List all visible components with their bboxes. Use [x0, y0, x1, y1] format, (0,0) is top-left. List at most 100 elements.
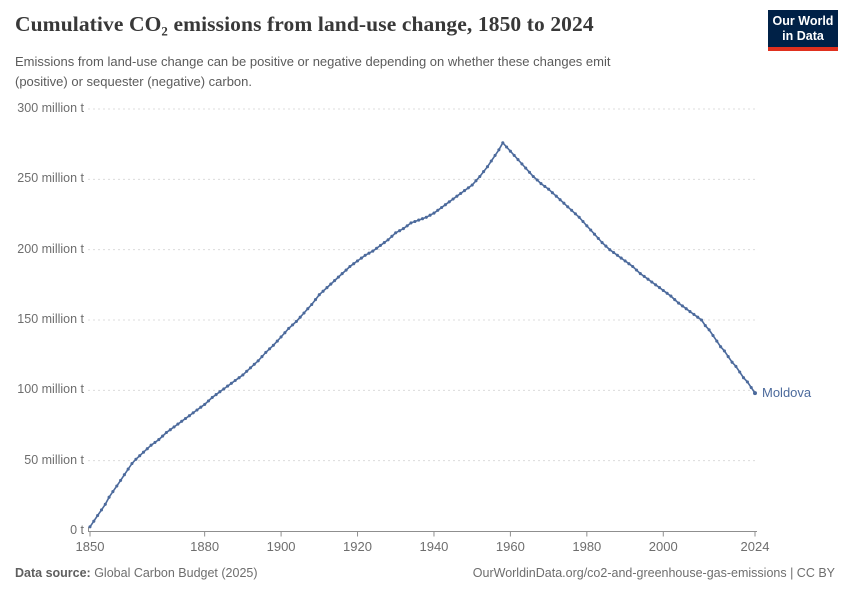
moldova-data-point[interactable]: [398, 229, 402, 233]
moldova-data-point[interactable]: [378, 243, 383, 247]
moldova-data-point[interactable]: [268, 347, 272, 351]
moldova-data-point[interactable]: [291, 323, 295, 327]
moldova-data-point[interactable]: [482, 170, 486, 174]
moldova-data-point[interactable]: [298, 315, 302, 319]
moldova-data-point[interactable]: [134, 457, 138, 461]
moldova-data-point[interactable]: [237, 376, 241, 380]
moldova-data-point[interactable]: [145, 447, 149, 451]
moldova-data-point[interactable]: [699, 318, 704, 322]
moldova-data-point[interactable]: [738, 370, 742, 374]
moldova-data-point[interactable]: [627, 262, 631, 266]
moldova-data-point[interactable]: [310, 302, 314, 307]
moldova-data-point[interactable]: [176, 422, 180, 426]
moldova-data-point[interactable]: [344, 268, 348, 272]
moldova-data-point[interactable]: [329, 282, 333, 286]
moldova-data-point[interactable]: [585, 224, 589, 228]
moldova-data-point[interactable]: [245, 369, 249, 373]
moldova-data-point[interactable]: [122, 473, 126, 477]
moldova-data-point[interactable]: [573, 212, 577, 216]
moldova-data-point[interactable]: [394, 231, 398, 235]
moldova-data-point[interactable]: [520, 162, 524, 166]
moldova-data-point[interactable]: [485, 165, 490, 169]
moldova-data-point[interactable]: [505, 145, 509, 149]
moldova-data-point[interactable]: [172, 425, 176, 429]
moldova-data-point[interactable]: [615, 253, 619, 257]
moldova-data-point[interactable]: [466, 186, 470, 190]
moldova-data-point[interactable]: [489, 159, 493, 163]
moldova-data-point[interactable]: [535, 178, 539, 182]
moldova-data-point[interactable]: [233, 378, 237, 383]
moldova-data-point[interactable]: [612, 250, 616, 255]
moldova-data-point[interactable]: [210, 395, 214, 399]
moldova-data-point[interactable]: [661, 288, 665, 293]
moldova-data-point[interactable]: [719, 345, 723, 349]
moldova-data-point[interactable]: [512, 153, 516, 157]
moldova-data-point[interactable]: [539, 182, 543, 186]
moldova-data-point[interactable]: [115, 484, 119, 488]
moldova-data-point[interactable]: [107, 495, 111, 499]
moldova-data-point[interactable]: [577, 215, 581, 219]
moldova-data-point[interactable]: [581, 219, 585, 224]
moldova-data-point[interactable]: [508, 149, 512, 153]
moldova-data-point[interactable]: [386, 238, 390, 242]
moldova-data-point[interactable]: [92, 519, 96, 523]
moldova-data-point[interactable]: [317, 293, 321, 297]
moldova-data-point[interactable]: [355, 259, 360, 263]
moldova-data-point[interactable]: [420, 217, 425, 221]
moldova-data-point[interactable]: [405, 224, 409, 228]
moldova-data-point[interactable]: [642, 274, 646, 278]
moldova-data-point[interactable]: [432, 211, 436, 215]
moldova-data-point[interactable]: [696, 315, 700, 319]
moldova-end-point[interactable]: [753, 391, 757, 396]
moldova-data-point[interactable]: [646, 277, 650, 281]
moldova-data-point[interactable]: [375, 246, 379, 250]
moldova-data-point[interactable]: [371, 249, 375, 253]
moldova-data-point[interactable]: [474, 179, 478, 183]
moldova-data-point[interactable]: [229, 381, 233, 385]
moldova-data-point[interactable]: [730, 360, 734, 364]
moldova-data-point[interactable]: [287, 326, 291, 330]
moldova-data-point[interactable]: [497, 148, 501, 152]
moldova-data-point[interactable]: [191, 411, 195, 415]
moldova-data-point[interactable]: [527, 170, 532, 174]
moldova-data-point[interactable]: [252, 362, 256, 366]
moldova-data-point[interactable]: [336, 275, 340, 279]
moldova-data-point[interactable]: [417, 218, 421, 222]
moldova-data-point[interactable]: [447, 200, 451, 204]
moldova-data-point[interactable]: [669, 294, 673, 298]
moldova-data-point[interactable]: [126, 467, 130, 471]
moldova-data-point[interactable]: [222, 387, 226, 391]
moldova-data-point[interactable]: [180, 419, 184, 423]
moldova-data-point[interactable]: [749, 385, 753, 390]
moldova-data-point[interactable]: [271, 343, 275, 347]
moldova-data-point[interactable]: [531, 174, 535, 179]
moldova-data-point[interactable]: [203, 402, 207, 406]
moldova-data-point[interactable]: [443, 203, 447, 207]
moldova-data-point[interactable]: [623, 259, 627, 263]
moldova-data-point[interactable]: [745, 380, 749, 384]
moldova-data-point[interactable]: [149, 443, 153, 447]
moldova-data-point[interactable]: [455, 194, 459, 198]
series-label-moldova[interactable]: Moldova: [762, 385, 812, 401]
moldova-data-point[interactable]: [313, 298, 318, 302]
moldova-data-point[interactable]: [241, 373, 245, 377]
credit-link[interactable]: OurWorldinData.org/co2-and-greenhouse-ga…: [472, 566, 835, 580]
moldova-data-point[interactable]: [195, 408, 199, 412]
moldova-data-point[interactable]: [321, 289, 325, 293]
moldova-data-point[interactable]: [665, 291, 669, 295]
moldova-data-point[interactable]: [592, 232, 597, 236]
moldova-data-point[interactable]: [703, 324, 707, 328]
moldova-data-point[interactable]: [524, 166, 528, 170]
moldova-data-point[interactable]: [226, 384, 230, 388]
moldova-data-point[interactable]: [141, 450, 146, 454]
moldova-data-point[interactable]: [692, 312, 696, 316]
moldova-data-point[interactable]: [684, 307, 688, 311]
moldova-data-point[interactable]: [558, 198, 562, 202]
moldova-data-point[interactable]: [478, 174, 482, 179]
moldova-data-point[interactable]: [428, 213, 432, 217]
moldova-data-point[interactable]: [726, 355, 730, 359]
moldova-data-point[interactable]: [153, 440, 157, 444]
moldova-data-point[interactable]: [294, 319, 298, 323]
moldova-data-point[interactable]: [401, 227, 405, 231]
